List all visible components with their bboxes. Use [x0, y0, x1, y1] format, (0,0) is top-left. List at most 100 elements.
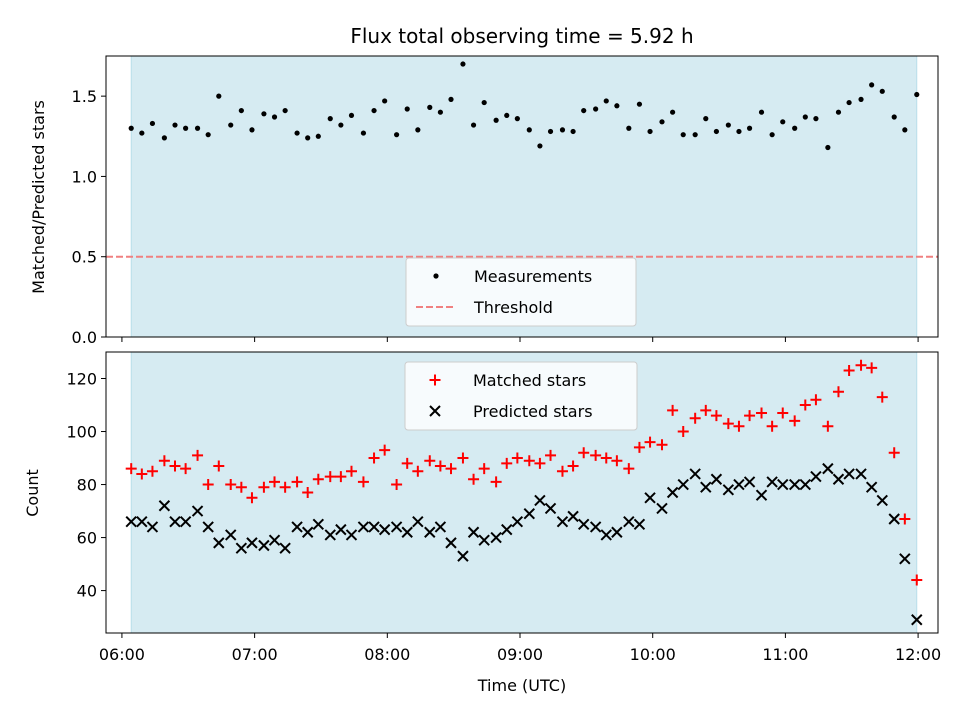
matched-point — [158, 455, 170, 467]
matched-point — [611, 455, 623, 467]
measurement-point — [216, 93, 222, 99]
matched-point — [457, 452, 469, 464]
y-tick-label: 100 — [66, 423, 97, 442]
predicted-point — [865, 481, 878, 493]
measurement-point — [869, 82, 875, 88]
measurement-point — [238, 107, 244, 114]
measurement-point — [802, 114, 808, 120]
matched-point — [468, 473, 480, 485]
measurement-point — [427, 104, 433, 110]
measurement-point — [647, 128, 653, 135]
measurement-point — [746, 125, 753, 131]
matched-point — [490, 476, 502, 488]
matched-point — [391, 479, 403, 491]
measurement-point — [514, 116, 520, 122]
predicted-point — [523, 508, 536, 520]
measurement-point — [504, 112, 510, 119]
matched-point — [888, 447, 900, 459]
measurement-point — [835, 109, 842, 115]
predicted-point — [357, 521, 370, 533]
matched-point — [876, 391, 888, 403]
predicted-point — [788, 478, 801, 491]
predicted-point — [412, 515, 424, 528]
predicted-point — [589, 521, 602, 533]
predicted-point — [146, 521, 159, 533]
matched-point — [822, 420, 834, 432]
matched-point — [357, 476, 369, 488]
measurement-point — [139, 130, 145, 136]
measurement-point — [360, 130, 367, 136]
predicted-point — [179, 515, 192, 528]
predicted-point — [911, 614, 923, 626]
predicted-point — [312, 518, 325, 531]
matched-point — [412, 465, 424, 477]
predicted-point — [611, 526, 623, 538]
matched-point — [677, 426, 689, 438]
measurement-point — [470, 122, 477, 128]
matched-point — [843, 365, 855, 377]
predicted-point — [722, 484, 735, 496]
predicted-point — [743, 476, 756, 488]
matched-point — [855, 359, 867, 371]
predicted-point — [225, 529, 237, 541]
measurement-point — [736, 128, 742, 135]
matched-point — [766, 420, 778, 432]
axes-frame — [105, 351, 939, 634]
measurement-point — [294, 130, 300, 136]
measurement-point — [348, 112, 355, 119]
axes-frame — [105, 55, 939, 338]
matched-point — [324, 471, 336, 483]
measurement-point — [858, 96, 864, 102]
legend-plus-marker — [429, 374, 441, 386]
predicted-point — [169, 515, 181, 528]
matched-point — [623, 463, 635, 475]
y-tick-label: 0.5 — [72, 248, 97, 267]
matched-point — [911, 574, 923, 586]
predicted-point — [378, 523, 391, 536]
legend-frame — [405, 257, 637, 327]
x-tick-label: 11:00 — [762, 645, 808, 664]
x-tick-label: 09:00 — [497, 645, 543, 664]
predicted-point — [544, 502, 557, 515]
matched-point — [146, 465, 158, 477]
measurement-point — [692, 132, 698, 138]
matched-point — [501, 457, 513, 469]
series-dot — [128, 61, 920, 151]
matched-point — [899, 513, 911, 525]
matched-point — [545, 449, 557, 461]
matched-point — [700, 404, 712, 416]
predicted-point — [832, 473, 845, 485]
matched-point — [578, 447, 590, 459]
matched-point — [401, 457, 413, 469]
predicted-point — [810, 470, 822, 483]
measurement-point — [205, 132, 211, 138]
measurement-point — [780, 119, 786, 125]
matched-point — [744, 410, 756, 422]
predicted-point — [733, 478, 745, 491]
predicted-point — [666, 486, 679, 499]
predicted-point — [324, 529, 336, 541]
measurement-point — [315, 133, 321, 139]
predicted-point — [424, 526, 436, 538]
predicted-point — [656, 502, 668, 515]
predicted-point — [677, 478, 689, 491]
x-tick-label: 06:00 — [99, 645, 145, 664]
measurement-point — [626, 125, 632, 131]
matched-point — [291, 476, 303, 488]
measurement-point — [614, 103, 620, 109]
measurement-point — [581, 107, 587, 114]
legend: Measurements Threshold — [405, 257, 637, 327]
predicted-point — [246, 537, 258, 549]
x-axis-label: Time (UTC) — [477, 676, 566, 695]
matched-point — [192, 449, 204, 461]
matched-point — [368, 452, 380, 464]
legend: Matched stars Predicted stars — [404, 361, 638, 431]
predicted-point — [125, 515, 137, 528]
predicted-point — [777, 478, 789, 491]
predicted-point — [899, 553, 911, 565]
x-tick-label: 12:00 — [895, 645, 941, 664]
predicted-point — [766, 476, 778, 488]
measurement-point — [792, 125, 798, 131]
matched-point — [590, 449, 602, 461]
y-tick-label: 40 — [77, 582, 97, 601]
